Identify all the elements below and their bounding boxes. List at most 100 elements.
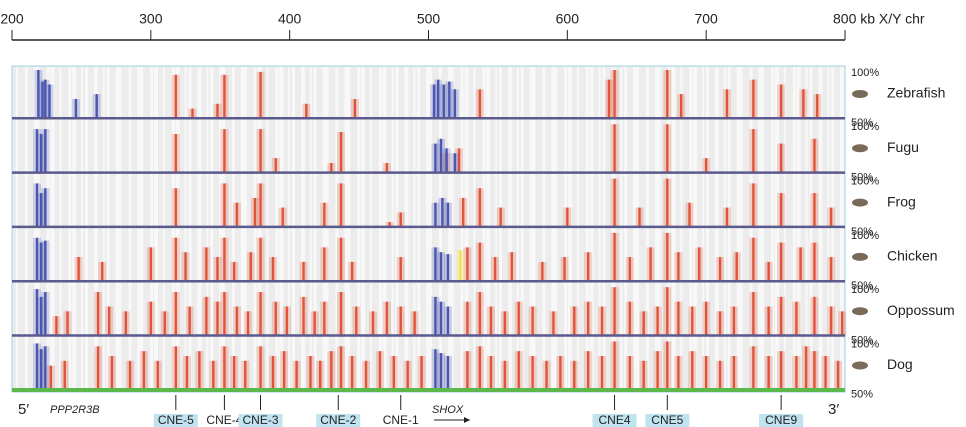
noncoding-peak	[63, 360, 66, 390]
annotation-box	[645, 414, 690, 427]
band	[335, 67, 339, 391]
noncoding-peak	[804, 346, 808, 390]
band	[275, 67, 279, 391]
noncoding-peak	[493, 257, 497, 282]
species-icon	[852, 252, 868, 261]
noncoding-peak	[184, 252, 187, 282]
exon-peak	[439, 353, 443, 390]
noncoding-peak	[462, 197, 465, 227]
noncoding-peak	[457, 148, 461, 173]
noncoding-peak	[666, 232, 669, 282]
noncoding-peak	[656, 306, 659, 336]
band	[723, 67, 726, 391]
noncoding-peak	[813, 193, 816, 227]
noncoding-peak	[302, 261, 305, 282]
y-tick-label: 100%	[851, 121, 879, 133]
band	[378, 67, 382, 391]
noncoding-peak	[110, 355, 114, 390]
band	[529, 67, 534, 391]
noncoding-peak	[559, 355, 562, 390]
noncoding-peak	[573, 360, 576, 390]
band	[171, 67, 175, 391]
band	[727, 67, 731, 391]
noncoding-peak	[281, 207, 284, 227]
exon-peak	[439, 252, 443, 282]
noncoding-peak	[607, 79, 611, 119]
noncoding-peak	[779, 351, 783, 390]
noncoding-peak	[499, 207, 502, 227]
x-tick-label: 200	[0, 11, 24, 27]
band	[654, 67, 659, 391]
noncoding-peak	[613, 70, 616, 119]
annotation-label: CNE-2	[320, 413, 356, 427]
band	[300, 67, 305, 391]
y-tick-label: 50%	[851, 334, 873, 346]
y-tick-label: 100%	[851, 67, 879, 79]
band	[357, 67, 361, 391]
band	[72, 67, 77, 391]
annotation-label: CNE5	[651, 413, 683, 427]
band	[749, 67, 753, 391]
exon-peak	[44, 129, 47, 173]
band	[499, 67, 502, 391]
noncoding-peak	[198, 351, 201, 390]
noncoding-peak	[489, 355, 493, 390]
noncoding-peak	[478, 292, 482, 336]
band	[361, 67, 365, 391]
noncoding-peak	[767, 261, 770, 282]
species-label: Oppossum	[887, 302, 955, 318]
band	[740, 67, 743, 391]
noncoding-peak	[478, 242, 482, 282]
noncoding-peak	[399, 306, 402, 336]
band	[438, 67, 442, 391]
band	[348, 67, 351, 391]
band	[162, 67, 165, 391]
noncoding-peak	[339, 183, 343, 227]
utr-peak	[459, 250, 462, 282]
exon-peak	[39, 296, 43, 336]
exon-peak	[44, 292, 47, 336]
noncoding-peak	[55, 316, 58, 336]
species-label: Zebrafish	[887, 85, 945, 101]
band	[59, 67, 62, 391]
noncoding-peak	[841, 311, 844, 336]
band	[771, 67, 775, 391]
noncoding-peak	[156, 360, 159, 390]
gene-label: SHOX	[432, 404, 464, 416]
noncoding-peak	[223, 129, 226, 173]
band	[702, 67, 705, 391]
noncoding-peak	[586, 301, 590, 336]
species-icon	[852, 198, 868, 207]
noncoding-peak	[795, 355, 798, 390]
band	[326, 67, 329, 391]
band	[344, 67, 349, 391]
exon-peak	[442, 84, 445, 119]
band	[244, 67, 247, 391]
y-tick-label: 100%	[851, 338, 879, 350]
noncoding-peak	[339, 346, 343, 390]
noncoding-peak	[767, 355, 770, 390]
noncoding-peak	[149, 301, 153, 336]
noncoding-peak	[656, 351, 659, 390]
band	[633, 67, 638, 391]
noncoding-peak	[767, 306, 770, 336]
band	[598, 67, 601, 391]
band	[292, 67, 295, 391]
noncoding-peak	[718, 360, 722, 390]
species-icon	[852, 144, 868, 153]
noncoding-peak	[249, 252, 252, 282]
noncoding-peak	[628, 257, 632, 282]
band	[589, 67, 594, 391]
noncoding-peak	[510, 252, 513, 282]
species-icon	[852, 361, 868, 370]
noncoding-peak	[149, 247, 153, 282]
band	[426, 67, 431, 391]
band	[831, 67, 835, 391]
band	[482, 67, 486, 391]
noncoding-peak	[466, 351, 469, 390]
x-tick-label: 600	[556, 11, 580, 27]
band	[451, 67, 454, 391]
noncoding-peak	[323, 202, 326, 227]
band	[624, 67, 628, 391]
exon-peak	[453, 89, 457, 119]
